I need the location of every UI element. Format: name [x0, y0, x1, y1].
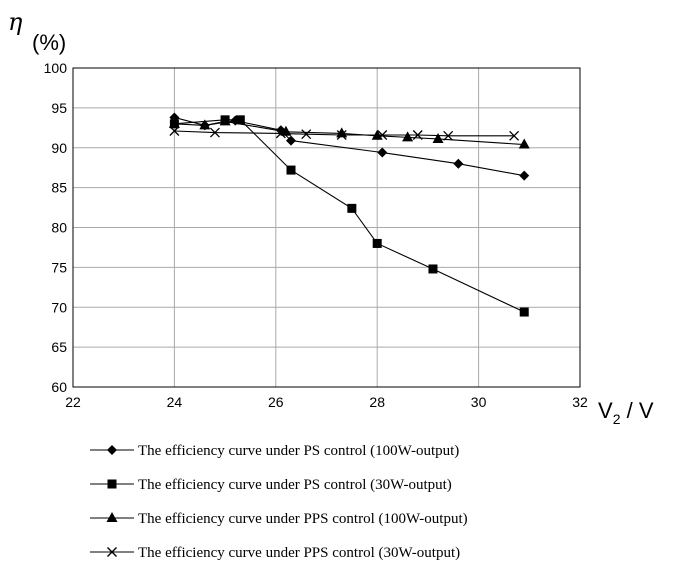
x-axis-symbol: V: [598, 398, 613, 423]
square-marker: [428, 264, 438, 274]
diamond-marker: [519, 170, 530, 181]
series-layer: [168, 112, 530, 317]
x-tick-label: 22: [65, 394, 81, 410]
legend: The efficiency curve under PS control (1…: [90, 443, 468, 561]
x-tick-label: 32: [572, 394, 588, 410]
y-tick-label: 65: [51, 339, 67, 355]
triangle-marker: [432, 132, 444, 143]
triangle-marker: [199, 119, 211, 130]
x-marker-stroke: [509, 130, 520, 141]
legend-label: The efficiency curve under PS control (1…: [138, 443, 459, 459]
y-axis-symbol: η: [8, 8, 23, 36]
x-marker: [336, 130, 347, 140]
diamond-marker: [107, 445, 117, 455]
diamond-marker: [377, 147, 388, 158]
x-marker-stroke: [169, 126, 180, 136]
legend-item: The efficiency curve under PPS control (…: [90, 511, 468, 527]
series-x: [169, 126, 520, 141]
triangle-marker: [168, 117, 180, 128]
y-tick-label: 70: [51, 299, 67, 315]
x-marker: [412, 130, 423, 140]
x-tick-label: 30: [471, 394, 487, 410]
plot-grid: [72, 67, 581, 388]
x-marker: [377, 130, 388, 140]
y-tick-labels: 60 65 70 75 80 85 90 95 100: [44, 60, 68, 395]
x-tick-labels: 22 24 26 28 30 32: [65, 394, 588, 410]
legend-label: The efficiency curve under PPS control (…: [138, 545, 460, 561]
square-marker: [107, 479, 117, 489]
series-line: [174, 116, 525, 177]
x-marker-stroke: [301, 129, 312, 140]
square-marker: [347, 203, 357, 213]
x-axis-label: V2 / V: [598, 398, 654, 427]
x-marker-stroke: [210, 127, 220, 138]
triangle-marker: [219, 115, 231, 126]
square-marker: [286, 165, 296, 175]
y-axis-unit: (%): [32, 30, 66, 55]
legend-label: The efficiency curve under PS control (3…: [138, 477, 452, 493]
x-marker: [210, 127, 220, 138]
y-tick-label: 95: [51, 100, 67, 116]
x-marker-stroke: [377, 130, 388, 140]
diamond-marker: [453, 158, 464, 169]
x-marker-stroke: [336, 130, 347, 140]
x-marker-stroke: [107, 547, 117, 557]
y-tick-label: 90: [51, 140, 67, 156]
x-tick-label: 26: [268, 394, 284, 410]
x-marker-stroke: [443, 130, 454, 141]
x-marker: [509, 130, 520, 141]
square-marker: [519, 307, 529, 317]
x-marker-stroke: [275, 128, 286, 139]
y-tick-label: 85: [51, 180, 67, 196]
square-marker: [235, 115, 245, 125]
x-marker: [107, 547, 117, 557]
x-marker: [169, 126, 180, 136]
x-marker: [275, 128, 286, 139]
triangle-marker: [402, 131, 414, 142]
x-marker: [443, 130, 454, 141]
triangle-marker: [518, 138, 530, 149]
legend-item: The efficiency curve under PS control (3…: [90, 477, 452, 493]
x-marker-stroke: [412, 130, 423, 140]
plot-frame: [72, 67, 581, 388]
x-axis-unit: / V: [620, 398, 653, 423]
x-axis-subscript: 2: [613, 411, 621, 427]
legend-item: The efficiency curve under PPS control (…: [90, 545, 460, 561]
y-tick-label: 60: [51, 379, 67, 395]
legend-label: The efficiency curve under PPS control (…: [138, 511, 468, 527]
x-tick-label: 28: [369, 394, 385, 410]
y-tick-label: 80: [51, 220, 67, 236]
y-tick-label: 100: [44, 60, 68, 76]
x-marker: [301, 129, 312, 140]
triangle-marker: [106, 512, 118, 522]
y-tick-label: 75: [51, 259, 67, 275]
series-triangle: [168, 115, 530, 149]
x-tick-label: 24: [167, 394, 183, 410]
diamond-marker: [286, 135, 297, 146]
square-marker: [372, 238, 382, 248]
legend-item: The efficiency curve under PS control (1…: [90, 443, 459, 459]
series-square: [169, 115, 529, 317]
